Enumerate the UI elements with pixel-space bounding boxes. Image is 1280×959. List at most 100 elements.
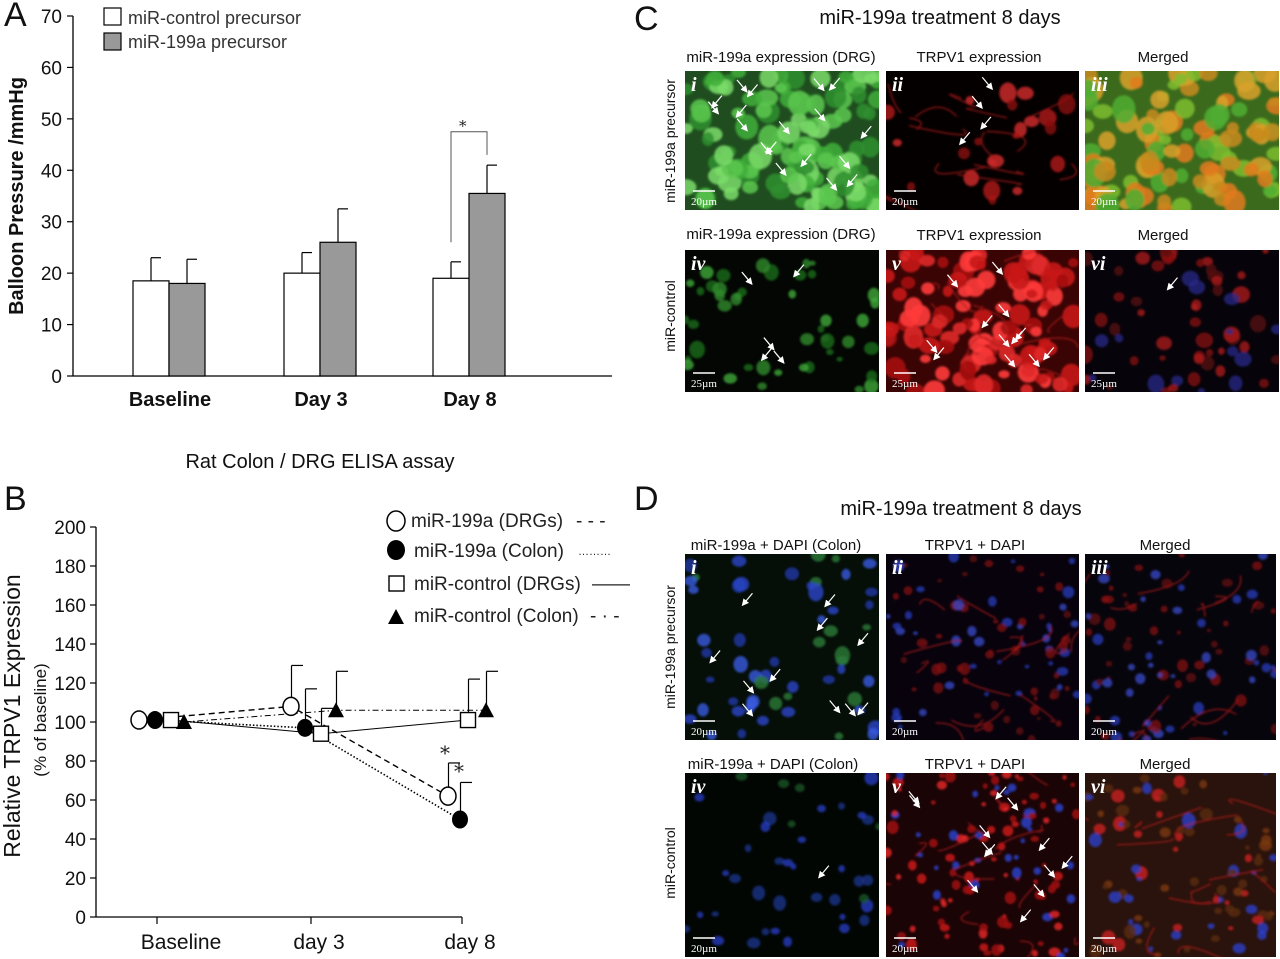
arrow <box>860 125 872 140</box>
panel-c-header-4: miR-199a expression (DRG) <box>686 226 875 243</box>
tile-roman-numeral: i <box>691 74 697 96</box>
cell <box>820 314 832 327</box>
cell <box>1174 679 1183 689</box>
arrow <box>979 825 991 839</box>
fiber <box>1132 730 1149 740</box>
cell <box>1234 823 1248 839</box>
cell <box>886 906 891 914</box>
fiber <box>1059 163 1078 181</box>
cell <box>990 775 1000 785</box>
cell <box>1108 891 1122 903</box>
arrow <box>1166 277 1178 291</box>
arrow <box>765 141 777 155</box>
cell <box>722 870 730 877</box>
panel-label-a: A <box>4 0 27 34</box>
cell <box>1045 646 1056 659</box>
cell <box>685 315 690 325</box>
cell <box>820 333 835 349</box>
cell <box>1195 332 1214 349</box>
cell <box>1234 351 1252 367</box>
cell <box>1029 705 1040 716</box>
fiber <box>1028 773 1049 786</box>
cell <box>1036 586 1044 593</box>
cell <box>974 374 994 392</box>
micrograph-tile: vi 25µm <box>1085 250 1279 392</box>
cell <box>1134 564 1144 571</box>
fiber <box>1226 820 1245 836</box>
arrow <box>775 162 787 176</box>
arrow <box>778 121 790 135</box>
cell <box>997 660 1002 665</box>
cell <box>1050 688 1060 700</box>
cell <box>1193 353 1205 365</box>
fiber <box>1085 573 1091 583</box>
arrow <box>743 680 755 694</box>
cell <box>1034 373 1049 385</box>
cell <box>1044 120 1057 135</box>
cell <box>685 279 695 288</box>
cell <box>948 830 958 841</box>
cell <box>1270 669 1276 679</box>
cell <box>1194 660 1205 670</box>
cell <box>1228 926 1234 931</box>
cell <box>1020 384 1033 392</box>
cell <box>1228 907 1241 917</box>
cell <box>904 610 913 620</box>
cell <box>1007 783 1017 792</box>
y-axis-title: Balloon Pressure /mmHg <box>6 77 28 315</box>
cell <box>854 385 864 392</box>
fiber <box>1174 814 1239 840</box>
cell <box>935 633 943 639</box>
arrow <box>998 334 1010 348</box>
cell <box>1171 197 1192 210</box>
arrow <box>857 702 869 716</box>
cell <box>1033 696 1038 701</box>
legend-b-label-4: miR-control (Colon) <box>414 606 579 627</box>
cell <box>1140 596 1146 602</box>
micrograph-background <box>685 554 879 740</box>
tile-roman-numeral: vi <box>1091 776 1106 798</box>
panel-d-title: miR-199a treatment 8 days <box>840 498 1081 520</box>
cell <box>1175 143 1194 163</box>
cell <box>1052 376 1068 392</box>
cell <box>752 885 766 901</box>
arrow <box>741 592 753 607</box>
micrograph-tile: v 20µm <box>886 773 1079 957</box>
fiber <box>935 722 964 740</box>
cell <box>1013 286 1029 302</box>
cell <box>1177 659 1188 672</box>
cell <box>991 944 1002 956</box>
cell <box>1102 595 1115 604</box>
cell <box>1269 854 1276 862</box>
cell <box>835 655 849 666</box>
scale-bar-label: 20µm <box>691 726 717 738</box>
cell <box>705 676 715 683</box>
cell <box>829 894 841 906</box>
arrow-annotations <box>709 592 869 717</box>
cell <box>755 89 779 107</box>
cell <box>1027 827 1033 832</box>
cell <box>696 911 704 919</box>
cell <box>1129 356 1139 366</box>
cell <box>1160 605 1168 613</box>
micrograph-cells <box>886 82 1078 210</box>
cell <box>706 71 724 87</box>
cell <box>1196 258 1205 268</box>
cell <box>1009 815 1017 823</box>
arrow <box>1043 347 1055 361</box>
cell <box>1245 904 1258 915</box>
cell <box>937 918 946 926</box>
cell <box>1098 131 1116 150</box>
y-tick-label: 80 <box>65 752 86 773</box>
cell <box>1210 935 1220 942</box>
fiber <box>954 852 1002 871</box>
cell <box>997 842 1006 851</box>
cell <box>1056 684 1063 691</box>
cell <box>1007 99 1018 111</box>
cell <box>866 370 878 383</box>
cell <box>697 633 711 647</box>
cell <box>1262 827 1270 834</box>
bar <box>168 282 206 377</box>
cell <box>1218 347 1225 355</box>
cell <box>737 729 747 739</box>
